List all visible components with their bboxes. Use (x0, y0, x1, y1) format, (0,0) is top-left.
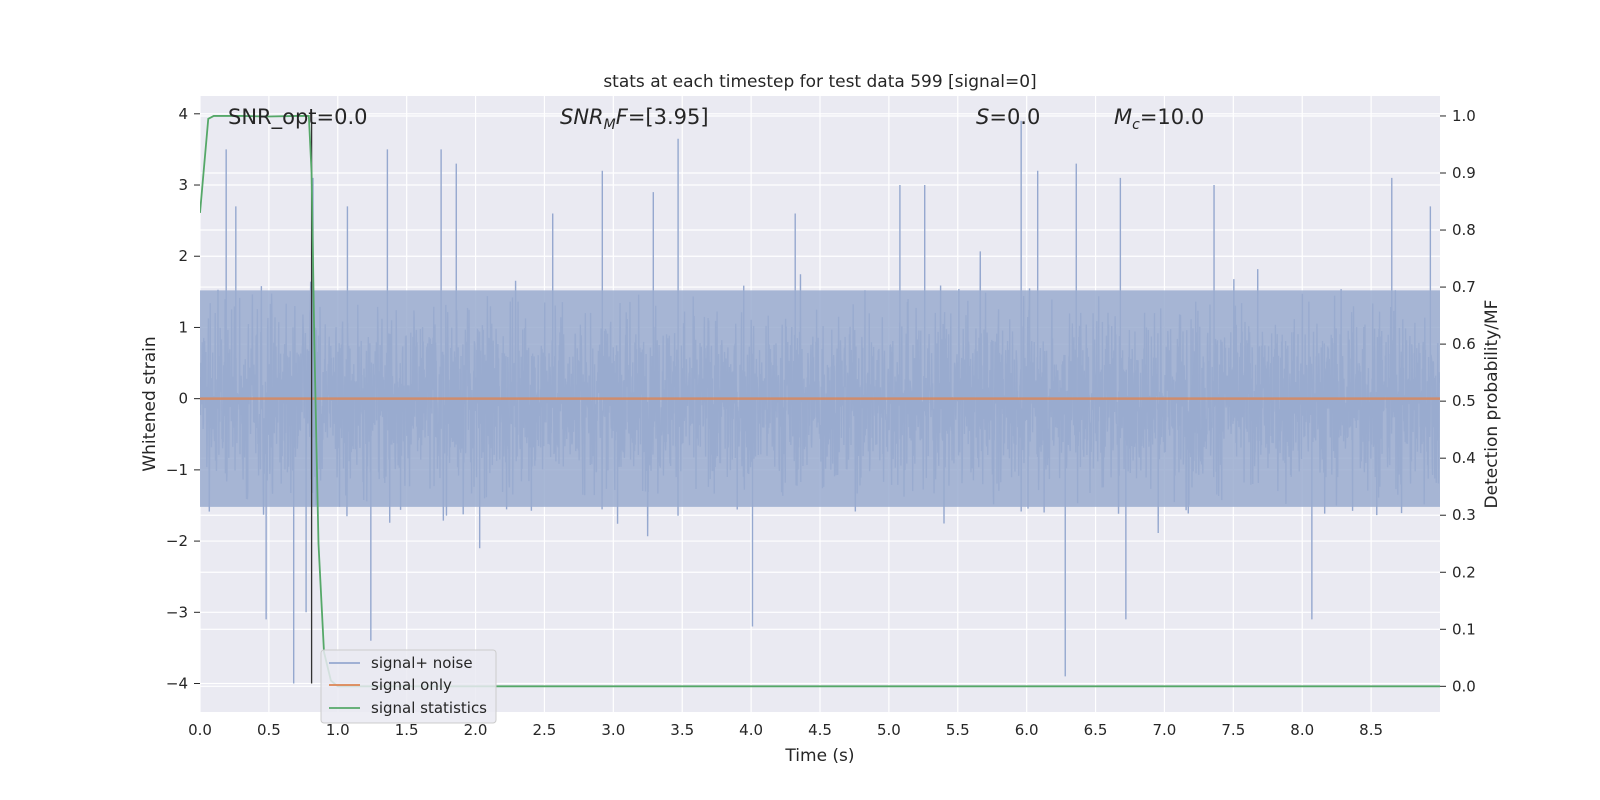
y2-tick-label: 0.1 (1452, 620, 1476, 638)
x-tick-label: 7.0 (1153, 721, 1177, 739)
x-tick-label: 5.0 (877, 721, 901, 739)
x-tick-label: 7.5 (1221, 721, 1245, 739)
y-tick-label: −1 (166, 461, 188, 479)
y-tick-label: 2 (178, 247, 188, 265)
x-tick-label: 1.5 (395, 721, 419, 739)
svg-text:SNRMF=[3.95]: SNRMF=[3.95] (560, 105, 709, 133)
legend: signal+ noise signal only signal statist… (320, 649, 497, 724)
y-tick-label: −2 (166, 532, 188, 550)
x-tick-label: 0.0 (188, 721, 212, 739)
x-tick-labels: 0.0 0.5 1.0 1.5 2.0 2.5 3.0 3.5 4.0 4.5 5.0 5.5 6.0 6… (188, 721, 1383, 739)
annotation-s-value: =0.0 (989, 105, 1040, 129)
x-tick-label: 3.0 (601, 721, 625, 739)
y2-tick-label: 0.7 (1452, 278, 1476, 296)
x-tick-label: 6.0 (1015, 721, 1039, 739)
x-tick-label: 8.5 (1359, 721, 1383, 739)
y2-axis-label: Detection probability/MF (1482, 300, 1502, 509)
x-tick-label: 2.5 (533, 721, 557, 739)
y-tick-label: 4 (178, 105, 188, 123)
annotation-snr-mf: SNRMF=[3.95] (560, 105, 709, 133)
legend-box (320, 649, 497, 724)
legend-label-signal-statistics: signal statistics (371, 699, 487, 717)
y-tick-label: 0 (178, 390, 188, 408)
y-tick-labels: 4 3 2 1 0 −1 −2 −3 −4 (166, 105, 200, 693)
x-tick-label: 4.0 (739, 721, 763, 739)
chart-title: stats at each timestep for test data 599… (603, 72, 1036, 92)
x-tick-label: 2.0 (464, 721, 488, 739)
y2-tick-label: 1.0 (1452, 107, 1476, 125)
x-tick-label: 5.5 (946, 721, 970, 739)
y-tick-label: −3 (166, 603, 188, 621)
y2-tick-label: 0.3 (1452, 506, 1476, 524)
y2-tick-label: 0.6 (1452, 335, 1476, 353)
x-tick-label: 4.5 (808, 721, 832, 739)
y2-tick-labels: 1.0 0.9 0.8 0.7 0.6 0.5 0.4 0.3 0.2 0.1 0.0 (1440, 107, 1476, 695)
svg-text:Mc=10.0: Mc=10.0 (1114, 105, 1204, 133)
y-axis-label: Whitened strain (140, 336, 160, 471)
x-tick-label: 6.5 (1084, 721, 1108, 739)
x-tick-label: 1.0 (326, 721, 350, 739)
y2-tick-label: 0.9 (1452, 164, 1476, 182)
y2-tick-label: 0.5 (1452, 392, 1476, 410)
y-tick-label: 3 (178, 176, 188, 194)
y-tick-label: −4 (166, 675, 188, 693)
y2-tick-label: 0.8 (1452, 221, 1476, 239)
x-tick-label: 0.5 (257, 721, 281, 739)
y2-tick-label: 0.0 (1452, 677, 1476, 695)
legend-label-signal-noise: signal+ noise (371, 654, 473, 672)
legend-label-signal-only: signal only (371, 676, 452, 694)
annotation-s: S=0.0 (976, 105, 1040, 129)
y-tick-label: 1 (178, 318, 188, 336)
x-axis-label: Time (s) (784, 746, 854, 766)
svg-text:S=0.0: S=0.0 (976, 105, 1040, 129)
annotation-mc: Mc=10.0 (1114, 105, 1204, 133)
y2-tick-label: 0.2 (1452, 563, 1476, 581)
annotation-snr-opt: SNR_opt=0.0 (228, 105, 368, 130)
x-tick-label: 3.5 (670, 721, 694, 739)
annotation-mc-value: =10.0 (1140, 105, 1204, 129)
x-tick-label: 8.0 (1290, 721, 1314, 739)
annotation-snr-mf-value: =[3.95] (628, 105, 709, 129)
y2-tick-label: 0.4 (1452, 449, 1476, 467)
